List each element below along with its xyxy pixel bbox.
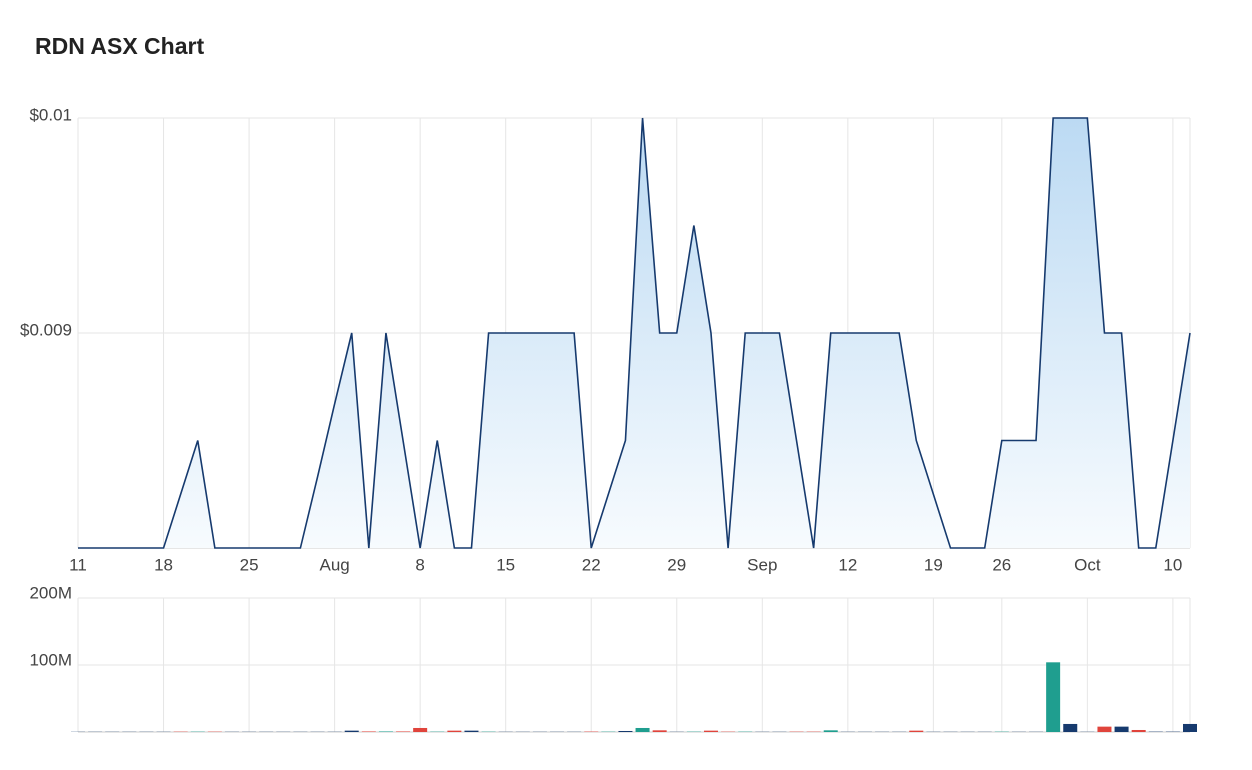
volume-bar xyxy=(909,730,924,732)
y-tick-label: $0.01 xyxy=(29,105,72,124)
x-tick-label: 19 xyxy=(924,555,943,574)
x-tick-label: 10 xyxy=(1163,555,1182,574)
x-tick-label: Sep xyxy=(747,555,777,574)
volume-bar xyxy=(1183,723,1197,732)
volume-bar xyxy=(1097,726,1112,732)
volume-bar xyxy=(652,730,667,732)
chart-title: RDN ASX Chart xyxy=(35,33,204,59)
volume-bar xyxy=(635,727,650,732)
x-tick-label: 26 xyxy=(992,555,1011,574)
x-tick-label: 11 xyxy=(69,555,87,574)
x-tick-label: 12 xyxy=(838,555,857,574)
x-tick-label: Oct xyxy=(1074,555,1101,574)
volume-bar xyxy=(703,730,718,732)
volume-bar xyxy=(396,731,411,732)
x-tick-label: Aug xyxy=(319,555,349,574)
volume-bar xyxy=(618,730,633,732)
y-tick-label: 200M xyxy=(29,583,72,602)
volume-bar xyxy=(378,731,393,732)
volume-bar xyxy=(1131,729,1146,732)
volume-bar xyxy=(344,730,359,732)
y-tick-label: $0.009 xyxy=(20,320,72,339)
price-area xyxy=(78,118,1190,548)
volume-bar xyxy=(413,727,428,732)
volume-bar xyxy=(1063,723,1078,732)
x-tick-label: 29 xyxy=(667,555,686,574)
volume-bar xyxy=(1114,726,1129,732)
x-tick-label: 22 xyxy=(582,555,601,574)
volume-bar xyxy=(1046,662,1061,732)
x-tick-label: 8 xyxy=(415,555,424,574)
volume-bar xyxy=(823,730,838,732)
volume-bar xyxy=(447,730,462,732)
price-line xyxy=(78,117,1191,549)
x-tick-label: 15 xyxy=(496,555,515,574)
x-tick-label: 25 xyxy=(240,555,259,574)
volume-bar xyxy=(361,731,376,732)
y-tick-label: 100M xyxy=(29,650,72,669)
x-tick-label: 18 xyxy=(154,555,173,574)
volume-bar xyxy=(464,730,479,732)
